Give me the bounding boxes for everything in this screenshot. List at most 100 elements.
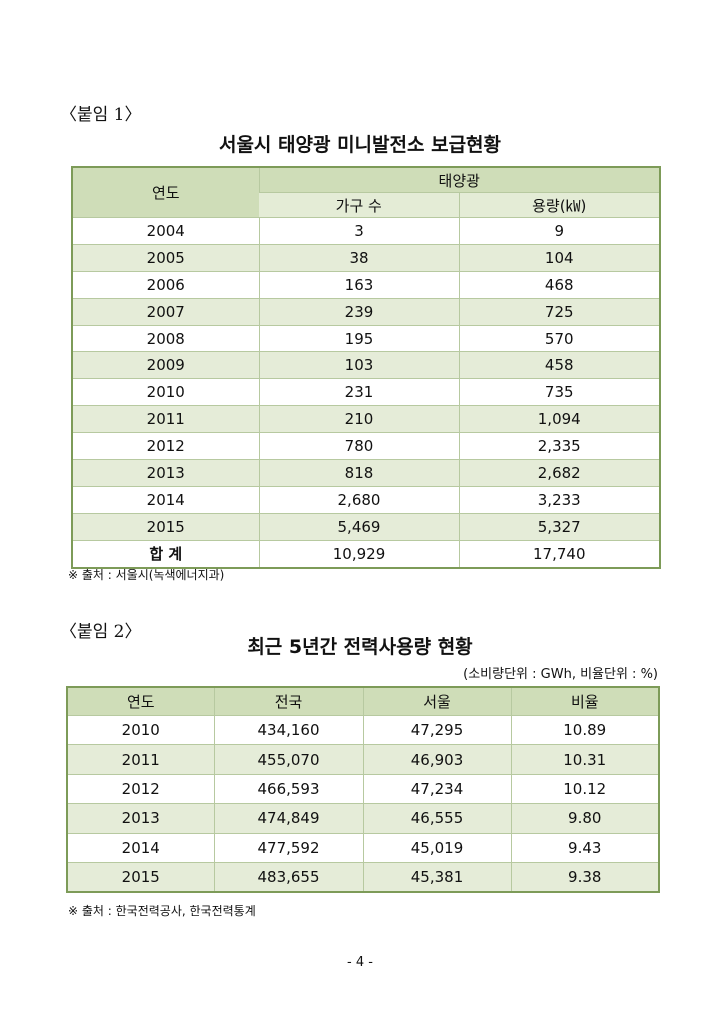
attachment-1-source: ※ 출처 : 서울시(녹색에너지과) (68, 568, 225, 582)
header-households: 가구 수 (259, 192, 459, 218)
cell-households: 818 (258, 459, 459, 487)
cell-capacity: 2,335 (458, 432, 660, 461)
table-cell: 9.43 (510, 833, 659, 863)
power-usage-table: 연도 전국 서울 비율 2010 434,160 47,295 10.89 2011 455,0… (66, 686, 660, 894)
cell-households: 103 (258, 351, 459, 380)
header-cell: 서울 (362, 687, 511, 716)
table-row: 2013 474,849 46,555 9.80 (67, 803, 659, 834)
table-row: 2009 103 458 (72, 351, 660, 380)
cell-households: 2,680 (258, 486, 459, 514)
cell-capacity: 458 (458, 351, 660, 380)
table-cell: 483,655 (213, 862, 363, 893)
table-cell: 46,555 (362, 803, 511, 834)
page-number: - 4 - (347, 955, 373, 970)
cell-year: 2004 (72, 217, 259, 245)
table-row: 2011 210 1,094 (72, 405, 660, 434)
table-cell: 2013 (67, 803, 214, 834)
table-row: 2008 195 570 (72, 325, 660, 353)
table-row: 2013 818 2,682 (72, 459, 660, 487)
attachment-2-label: 〈붙임 2〉 (60, 622, 142, 642)
cell-households: 195 (258, 325, 459, 353)
cell-year: 2013 (72, 459, 259, 487)
table-row: 2015 5,469 5,327 (72, 513, 660, 541)
cell-capacity: 735 (458, 378, 660, 407)
table-cell: 9.38 (510, 862, 659, 893)
table-row: 2012 780 2,335 (72, 432, 660, 461)
table-cell: 45,381 (362, 862, 511, 893)
table-cell: 2012 (67, 774, 214, 805)
cell-households: 780 (258, 432, 459, 461)
table-cell: 2011 (67, 744, 214, 775)
table-row: 2004 3 9 (72, 217, 660, 245)
header-cell: 비율 (510, 687, 659, 716)
table-cell: 434,160 (213, 715, 363, 746)
table-row: 2010 231 735 (72, 378, 660, 407)
header-capacity: 용량(㎾) (458, 192, 660, 218)
table-row: 2014 477,592 45,019 9.43 (67, 833, 659, 863)
cell-capacity: 725 (458, 298, 660, 326)
attachment-2-source: ※ 출처 : 한국전력공사, 한국전력통계 (68, 904, 256, 918)
table-cell: 9.80 (510, 803, 659, 834)
total-row: 합 계 10,929 17,740 (72, 540, 660, 568)
cell-households: 38 (258, 244, 459, 272)
attachment-2-title: 최근 5년간 전력사용량 현황 (247, 636, 473, 658)
cell-year: 2011 (72, 405, 259, 434)
table-cell: 474,849 (213, 803, 363, 834)
table-cell: 10.31 (510, 744, 659, 775)
cell-year: 2015 (72, 513, 259, 541)
cell-year: 2010 (72, 378, 259, 407)
cell-year: 2009 (72, 351, 259, 380)
cell-capacity: 3,233 (458, 486, 660, 514)
cell-households: 239 (258, 298, 459, 326)
table-cell: 10.12 (510, 774, 659, 805)
table-cell: 2010 (67, 715, 214, 746)
table-row: 2012 466,593 47,234 10.12 (67, 774, 659, 805)
header-solar: 태양광 (258, 167, 660, 193)
table-row: 2015 483,655 45,381 9.38 (67, 862, 659, 893)
total-households: 10,929 (258, 540, 459, 568)
solar-installation-table: 연도 태양광 가구 수 용량(㎾) 2004 3 9 2005 38 104 2006 163… (71, 166, 661, 569)
table-row: 2011 455,070 46,903 10.31 (67, 744, 659, 775)
table-row: 2010 434,160 47,295 10.89 (67, 715, 659, 746)
cell-capacity: 104 (458, 244, 660, 272)
table-cell: 10.89 (510, 715, 659, 746)
cell-capacity: 468 (458, 271, 660, 299)
cell-households: 3 (258, 217, 459, 245)
header-year: 연도 (72, 167, 259, 218)
attachment-1-title: 서울시 태양광 미니발전소 보급현황 (218, 134, 502, 156)
cell-year: 2007 (72, 298, 259, 326)
table-row: 2014 2,680 3,233 (72, 486, 660, 514)
header-cell: 연도 (67, 687, 214, 716)
cell-year: 2014 (72, 486, 259, 514)
table-cell: 47,234 (362, 774, 511, 805)
table-cell: 2014 (67, 833, 214, 863)
table-cell: 47,295 (362, 715, 511, 746)
cell-households: 210 (258, 405, 459, 434)
cell-year: 2005 (72, 244, 259, 272)
cell-year: 2006 (72, 271, 259, 299)
cell-capacity: 570 (458, 325, 660, 353)
table-cell: 466,593 (213, 774, 363, 805)
cell-year: 2008 (72, 325, 259, 353)
header-cell: 전국 (213, 687, 363, 716)
attachment-1-label: 〈붙임 1〉 (60, 105, 142, 125)
total-label: 합 계 (72, 540, 259, 568)
table-row: 2005 38 104 (72, 244, 660, 272)
table-row: 2006 163 468 (72, 271, 660, 299)
cell-households: 163 (258, 271, 459, 299)
table-row: 2007 239 725 (72, 298, 660, 326)
cell-capacity: 5,327 (458, 513, 660, 541)
table-cell: 46,903 (362, 744, 511, 775)
cell-capacity: 2,682 (458, 459, 660, 487)
table-cell: 45,019 (362, 833, 511, 863)
table-cell: 2015 (67, 862, 214, 893)
cell-households: 231 (258, 378, 459, 407)
unit-note: (소비량단위 : GWh, 비율단위 : %) (463, 667, 658, 682)
table-cell: 455,070 (213, 744, 363, 775)
cell-capacity: 9 (458, 217, 660, 245)
total-capacity: 17,740 (458, 540, 660, 568)
table-cell: 477,592 (213, 833, 363, 863)
cell-year: 2012 (72, 432, 259, 461)
cell-capacity: 1,094 (458, 405, 660, 434)
cell-households: 5,469 (258, 513, 459, 541)
